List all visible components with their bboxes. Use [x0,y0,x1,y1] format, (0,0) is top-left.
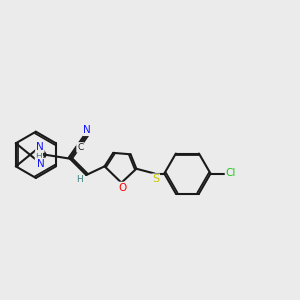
Text: H: H [35,152,42,161]
Text: S: S [152,174,159,184]
Text: O: O [118,182,127,193]
Text: N: N [36,142,44,152]
Text: C: C [77,143,83,152]
Text: Cl: Cl [226,168,236,178]
Text: N: N [83,125,91,135]
Text: N: N [37,158,45,169]
Text: H: H [76,175,83,184]
